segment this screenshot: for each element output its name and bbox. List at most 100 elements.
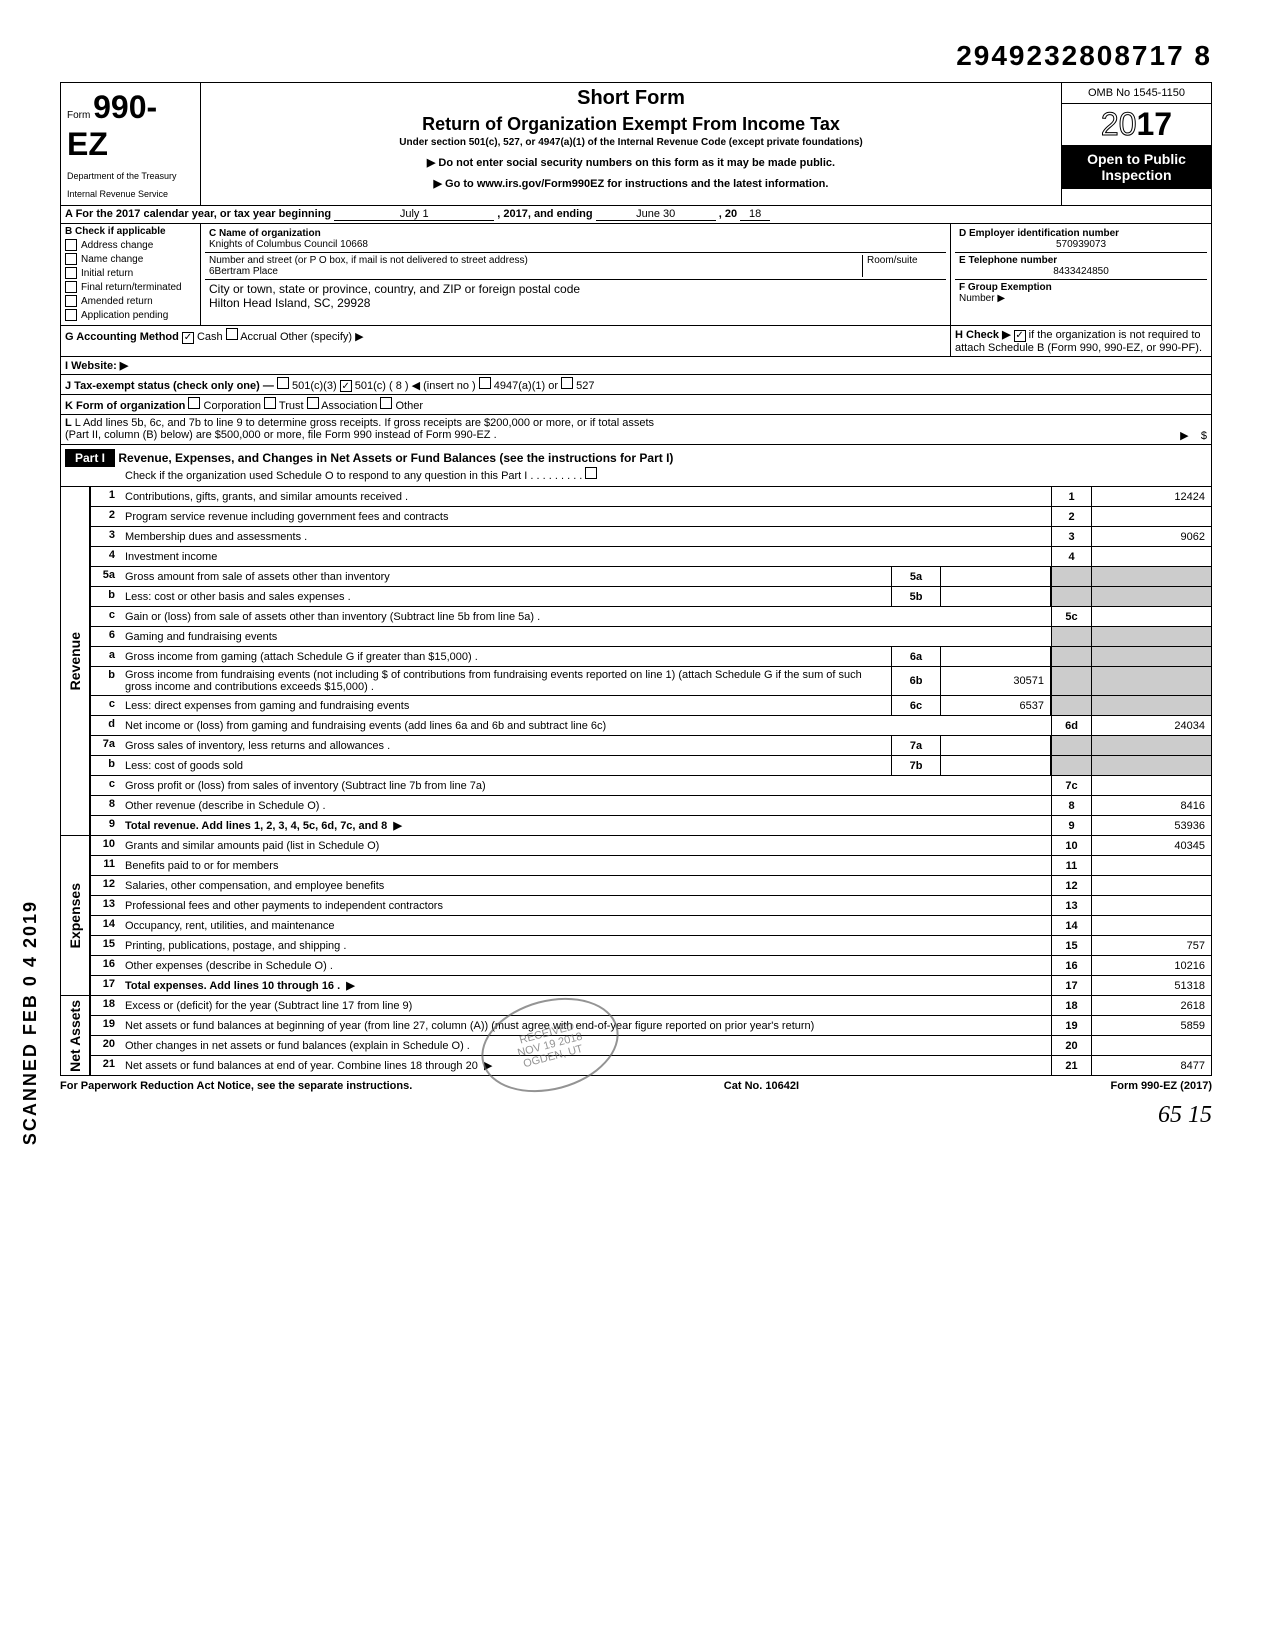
line-box: 6d <box>1051 716 1091 735</box>
line-value[interactable]: 2618 <box>1091 996 1211 1015</box>
form-line-8: 8Other revenue (describe in Schedule O) … <box>90 796 1212 816</box>
chk-501c[interactable]: ✓ <box>340 380 352 392</box>
chk-schedule-b[interactable]: ✓ <box>1014 330 1026 342</box>
line-num: 12 <box>91 876 121 895</box>
line-value[interactable]: 757 <box>1091 936 1211 955</box>
lbl-501c3: 501(c)(3) <box>292 380 337 392</box>
line-desc: Membership dues and assessments . <box>121 527 1051 546</box>
line-desc: Less: cost of goods sold <box>121 756 891 775</box>
chk-final-return[interactable] <box>65 281 77 293</box>
form-line-d: dNet income or (loss) from gaming and fu… <box>90 716 1212 736</box>
org-name[interactable]: Knights of Columbus Council 10668 <box>209 239 368 250</box>
line-desc: Occupancy, rent, utilities, and maintena… <box>121 916 1051 935</box>
line-value[interactable]: 9062 <box>1091 527 1211 546</box>
lbl-cash: Cash <box>197 331 223 343</box>
j-label: J Tax-exempt status (check only one) — <box>65 380 274 392</box>
line-a-label: A For the 2017 calendar year, or tax yea… <box>65 208 331 220</box>
form-line-13: 13Professional fees and other payments t… <box>90 896 1212 916</box>
short-form-label: Short Form <box>209 87 1053 110</box>
line-value[interactable] <box>1091 856 1211 875</box>
line-desc: Gross income from fundraising events (no… <box>121 667 891 695</box>
line-value[interactable]: 53936 <box>1091 816 1211 835</box>
line-value[interactable]: 10216 <box>1091 956 1211 975</box>
chk-other-org[interactable] <box>380 397 392 409</box>
line-desc: Salaries, other compensation, and employ… <box>121 876 1051 895</box>
chk-address-change[interactable] <box>65 239 77 251</box>
l-text-1: L Add lines 5b, 6c, and 7b to line 9 to … <box>75 417 654 429</box>
form-line-7a: 7aGross sales of inventory, less returns… <box>90 736 1212 756</box>
chk-4947[interactable] <box>479 377 491 389</box>
line-value[interactable]: 51318 <box>1091 976 1211 995</box>
line-value[interactable]: 8477 <box>1091 1056 1211 1075</box>
line-box: 20 <box>1051 1036 1091 1055</box>
line-value[interactable] <box>1091 876 1211 895</box>
line-value[interactable] <box>1091 776 1211 795</box>
lbl-527: 527 <box>576 380 594 392</box>
line-box: 2 <box>1051 507 1091 526</box>
mid-val[interactable] <box>941 567 1051 586</box>
chk-assoc[interactable] <box>307 397 319 409</box>
line-desc: Gross sales of inventory, less returns a… <box>121 736 891 755</box>
chk-corp[interactable] <box>188 397 200 409</box>
line-value[interactable] <box>1091 547 1211 566</box>
chk-trust[interactable] <box>264 397 276 409</box>
chk-cash[interactable]: ✓ <box>182 332 194 344</box>
val-shaded <box>1091 567 1211 586</box>
mid-val[interactable] <box>941 756 1051 775</box>
chk-amended[interactable] <box>65 295 77 307</box>
line-num: a <box>91 647 121 666</box>
mid-val[interactable]: 6537 <box>941 696 1051 715</box>
line-value[interactable]: 12424 <box>1091 487 1211 506</box>
line-value[interactable] <box>1091 607 1211 626</box>
line-value[interactable] <box>1091 896 1211 915</box>
line-num: 7a <box>91 736 121 755</box>
chk-527[interactable] <box>561 377 573 389</box>
street-address[interactable]: 6Bertram Place <box>209 266 278 277</box>
line-value[interactable]: 24034 <box>1091 716 1211 735</box>
form-line-11: 11Benefits paid to or for members11 <box>90 856 1212 876</box>
mid-box: 5a <box>891 567 941 586</box>
line-box: 1 <box>1051 487 1091 506</box>
telephone[interactable]: 8433424850 <box>959 266 1203 277</box>
part-1-label: Part I <box>65 449 115 467</box>
mid-val[interactable]: 30571 <box>941 667 1051 695</box>
dept-irs: Internal Revenue Service <box>67 189 194 199</box>
chk-app-pending[interactable] <box>65 309 77 321</box>
box-shaded <box>1051 756 1091 775</box>
line-value[interactable] <box>1091 1036 1211 1055</box>
chk-schedule-o[interactable] <box>585 467 597 479</box>
chk-initial-return[interactable] <box>65 267 77 279</box>
year-end-month[interactable]: June 30 <box>596 208 716 221</box>
form-line-c: cGross profit or (loss) from sales of in… <box>90 776 1212 796</box>
chk-accrual[interactable] <box>226 328 238 340</box>
line-box: 16 <box>1051 956 1091 975</box>
line-value[interactable] <box>1091 916 1211 935</box>
chk-name-change[interactable] <box>65 253 77 265</box>
form-line-4: 4Investment income4 <box>90 547 1212 567</box>
val-shaded <box>1091 647 1211 666</box>
open-public-2: Inspection <box>1068 167 1205 183</box>
line-num: 19 <box>91 1016 121 1035</box>
year-begin[interactable]: July 1 <box>334 208 494 221</box>
year-end[interactable]: 18 <box>740 208 770 221</box>
line-box: 9 <box>1051 816 1091 835</box>
chk-501c3[interactable] <box>277 377 289 389</box>
mid-val[interactable] <box>941 587 1051 606</box>
form-line-20: 20Other changes in net assets or fund ba… <box>90 1036 1212 1056</box>
document-id: 2949232808717 8 <box>60 40 1212 72</box>
city-label: City or town, state or province, country… <box>209 282 580 296</box>
line-value[interactable] <box>1091 507 1211 526</box>
mid-val[interactable] <box>941 647 1051 666</box>
line-num: 10 <box>91 836 121 855</box>
line-value[interactable]: 8416 <box>1091 796 1211 815</box>
group-exemption[interactable]: Number ▶ <box>959 293 1005 304</box>
l-dollar: $ <box>1201 430 1207 442</box>
lbl-trust: Trust <box>279 400 304 412</box>
city-state-zip[interactable]: Hilton Head Island, SC, 29928 <box>209 296 370 310</box>
d-label: D Employer identification number <box>959 228 1119 239</box>
ein[interactable]: 570939073 <box>959 239 1203 250</box>
line-value[interactable]: 40345 <box>1091 836 1211 855</box>
line-value[interactable]: 5859 <box>1091 1016 1211 1035</box>
form-line-b: bGross income from fundraising events (n… <box>90 667 1212 696</box>
mid-val[interactable] <box>941 736 1051 755</box>
